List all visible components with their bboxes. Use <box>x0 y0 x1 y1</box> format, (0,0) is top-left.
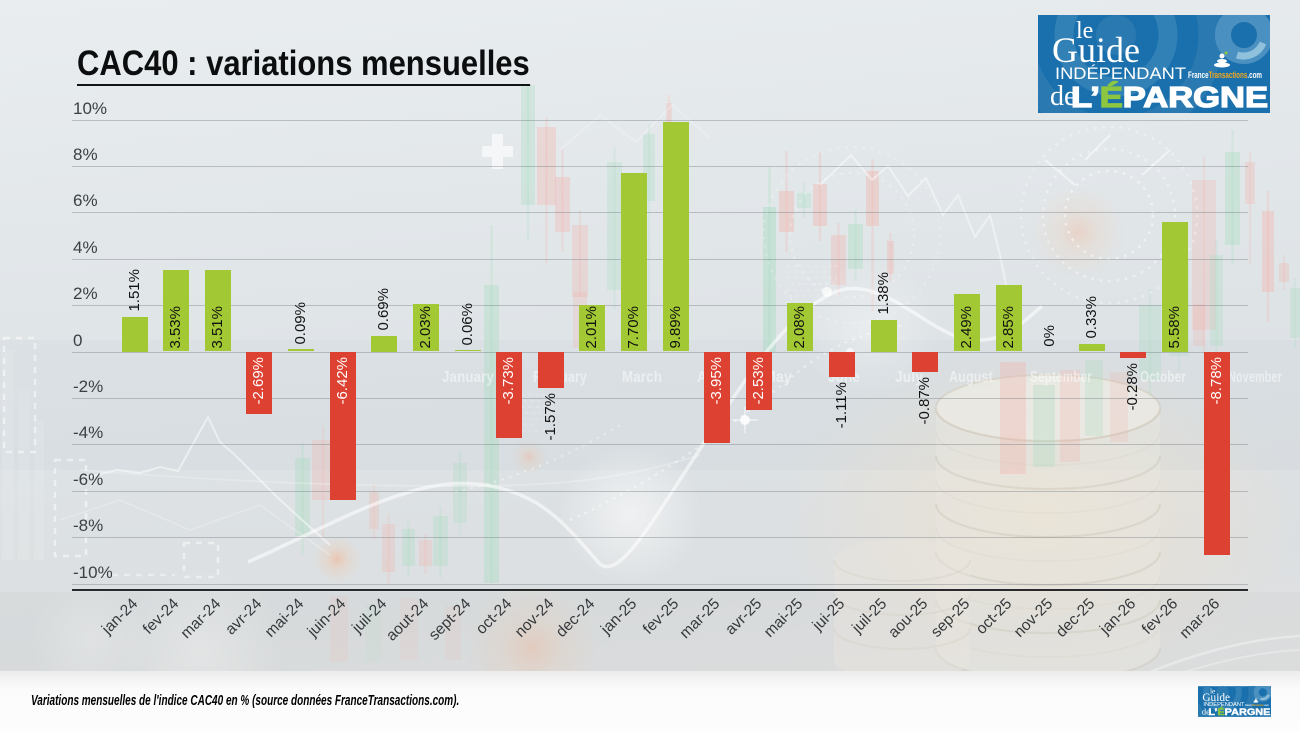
svg-text:July: July <box>895 369 923 386</box>
svg-text:March: March <box>622 369 662 386</box>
svg-text:September: September <box>1030 369 1092 386</box>
svg-text:October: October <box>1140 369 1186 386</box>
svg-text:August: August <box>949 369 993 386</box>
svg-text:November: November <box>1228 369 1282 386</box>
svg-text:January: January <box>442 369 494 386</box>
